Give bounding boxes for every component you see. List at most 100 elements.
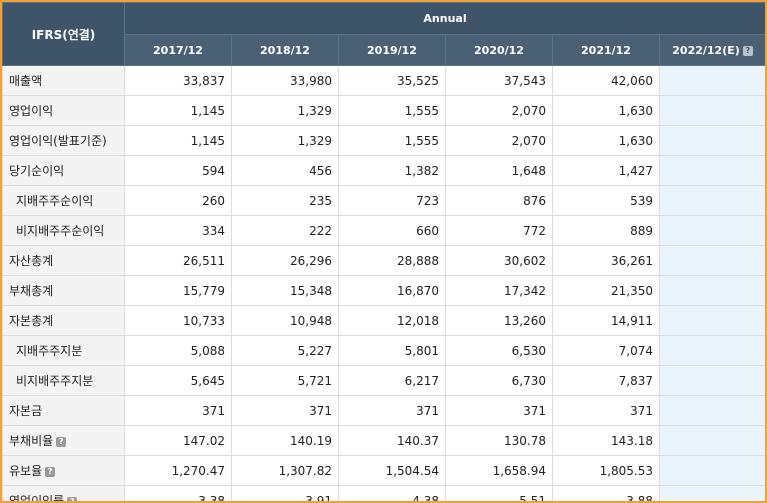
- estimate-year-header: 2022/12(E)?: [658, 34, 765, 66]
- estimate-cell: [658, 65, 765, 96]
- table-row: 지배주주지분 5,088 5,227 5,801 6,530 7,074: [2, 335, 765, 366]
- row-label: 영업이익: [9, 104, 54, 118]
- value-cell: 260: [124, 185, 232, 216]
- row-label-cell: 부채총계: [2, 275, 125, 306]
- row-label-cell: 지배주주순이익: [2, 185, 125, 216]
- value-cell: 1,329: [231, 125, 339, 156]
- row-label-cell: 영업이익률?: [2, 485, 125, 503]
- value-cell: 28,888: [338, 245, 446, 276]
- value-cell: 26,296: [231, 245, 339, 276]
- estimate-cell: [658, 245, 765, 276]
- value-cell: 6,217: [338, 365, 446, 396]
- value-cell: 1,630: [552, 95, 660, 126]
- value-cell: 33,980: [231, 65, 339, 96]
- year-header: 2018/12: [231, 34, 339, 66]
- value-cell: 3.88: [552, 485, 660, 501]
- table-row: 자본총계 10,733 10,948 12,018 13,260 14,911: [2, 305, 765, 336]
- help-icon[interactable]: ?: [56, 436, 67, 447]
- value-cell: 889: [552, 215, 660, 246]
- value-cell: 1,145: [124, 95, 232, 126]
- row-label: 자본총계: [9, 314, 54, 328]
- value-cell: 26,511: [124, 245, 232, 276]
- annual-group-header: Annual: [123, 2, 765, 35]
- year-header: 2017/12: [124, 34, 232, 66]
- header-row-years: 2017/12 2018/12 2019/12 2020/12 2021/12 …: [3, 34, 765, 66]
- value-cell: 5,227: [231, 335, 339, 366]
- estimate-cell: [658, 155, 765, 186]
- value-cell: 772: [445, 215, 553, 246]
- value-cell: 2,070: [445, 125, 553, 156]
- help-icon[interactable]: ?: [45, 466, 56, 477]
- row-label-cell: 자본총계: [2, 305, 125, 336]
- value-cell: 371: [124, 395, 232, 426]
- value-cell: 130.78: [445, 425, 553, 456]
- estimate-cell: [658, 335, 765, 366]
- estimate-cell: [658, 455, 765, 486]
- value-cell: 6,530: [445, 335, 553, 366]
- value-cell: 5,801: [338, 335, 446, 366]
- value-cell: 371: [338, 395, 446, 426]
- table-row: 영업이익(발표기준) 1,145 1,329 1,555 2,070 1,630: [2, 125, 765, 156]
- value-cell: 1,382: [338, 155, 446, 186]
- value-cell: 4.38: [338, 485, 446, 501]
- value-cell: 15,348: [231, 275, 339, 306]
- value-cell: 371: [445, 395, 553, 426]
- table-row: 영업이익률? 3.38 3.91 4.38 5.51 3.88: [2, 485, 765, 503]
- value-cell: 10,733: [124, 305, 232, 336]
- value-cell: 371: [231, 395, 339, 426]
- table-row: 부채비율? 147.02 140.19 140.37 130.78 143.18: [2, 425, 765, 456]
- value-cell: 222: [231, 215, 339, 246]
- value-cell: 371: [552, 395, 660, 426]
- row-label: 비지배주주지분: [16, 374, 94, 388]
- value-cell: 2,070: [445, 95, 553, 126]
- help-icon[interactable]: ?: [67, 496, 78, 501]
- value-cell: 594: [124, 155, 232, 186]
- value-cell: 7,837: [552, 365, 660, 396]
- row-label: 자산총계: [9, 254, 54, 268]
- value-cell: 5,721: [231, 365, 339, 396]
- value-cell: 14,911: [552, 305, 660, 336]
- value-cell: 876: [445, 185, 553, 216]
- estimate-cell: [658, 275, 765, 306]
- row-label: 매출액: [9, 74, 43, 88]
- row-label-cell: 자본금: [2, 395, 125, 426]
- year-header: 2019/12: [338, 34, 446, 66]
- value-cell: 147.02: [124, 425, 232, 456]
- value-cell: 1,329: [231, 95, 339, 126]
- estimate-cell: [658, 215, 765, 246]
- value-cell: 1,504.54: [338, 455, 446, 486]
- row-label-cell: 자산총계: [2, 245, 125, 276]
- row-label-cell: 비지배주주순이익: [2, 215, 125, 246]
- value-cell: 1,427: [552, 155, 660, 186]
- row-label: 비지배주주순이익: [16, 224, 105, 238]
- help-icon[interactable]: ?: [742, 45, 753, 56]
- row-label: 지배주주순이익: [16, 194, 94, 208]
- value-cell: 1,145: [124, 125, 232, 156]
- value-cell: 1,648: [445, 155, 553, 186]
- value-cell: 143.18: [552, 425, 660, 456]
- estimate-cell: [658, 425, 765, 456]
- header-row-group: IFRS(연결) Annual: [2, 2, 765, 66]
- row-label: 자본금: [9, 404, 43, 418]
- table-row: 비지배주주지분 5,645 5,721 6,217 6,730 7,837: [2, 365, 765, 396]
- table-row: 비지배주주순이익 334 222 660 772 889: [2, 215, 765, 246]
- table-row: 지배주주순이익 260 235 723 876 539: [2, 185, 765, 216]
- value-cell: 5.51: [445, 485, 553, 501]
- value-cell: 723: [338, 185, 446, 216]
- row-label-cell: 부채비율?: [2, 425, 125, 456]
- value-cell: 456: [231, 155, 339, 186]
- row-label-cell: 영업이익(발표기준): [2, 125, 125, 156]
- value-cell: 12,018: [338, 305, 446, 336]
- value-cell: 140.19: [231, 425, 339, 456]
- value-cell: 1,307.82: [231, 455, 339, 486]
- row-label: 영업이익(발표기준): [9, 134, 107, 148]
- value-cell: 36,261: [552, 245, 660, 276]
- table-row: 유보율? 1,270.47 1,307.82 1,504.54 1,658.94 1,80…: [2, 455, 765, 486]
- value-cell: 1,630: [552, 125, 660, 156]
- row-label: 영업이익률: [9, 494, 65, 503]
- row-label: 지배주주지분: [16, 344, 83, 358]
- row-label: 당기순이익: [9, 164, 65, 178]
- row-label: 유보율: [9, 464, 43, 478]
- value-cell: 33,837: [124, 65, 232, 96]
